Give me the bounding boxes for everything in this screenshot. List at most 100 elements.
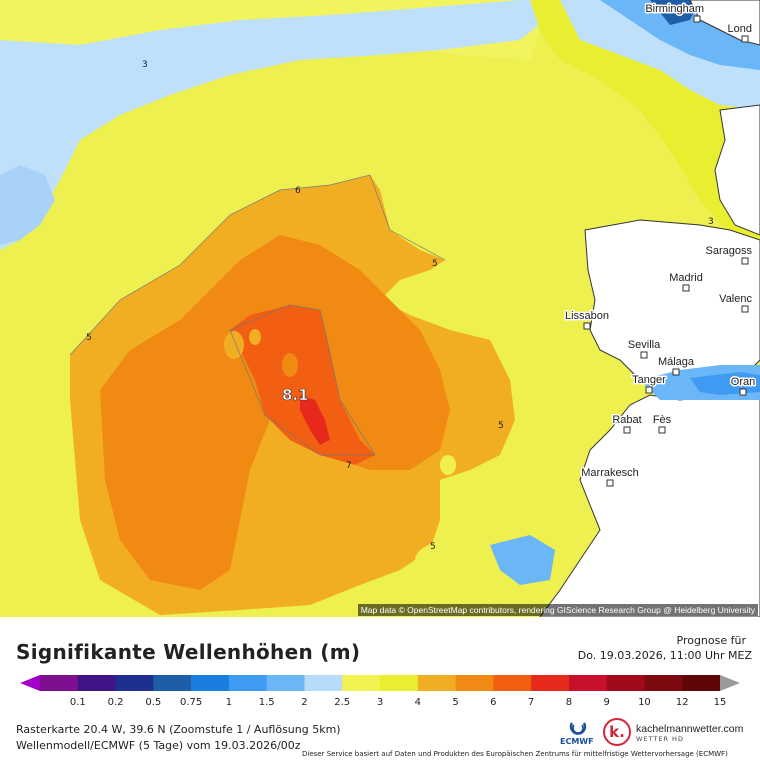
city-label: Tanger bbox=[632, 374, 666, 386]
city-fès: Fès bbox=[651, 413, 673, 434]
city-marker bbox=[741, 305, 749, 313]
ecmwf-disclaimer: Dieser Service basiert auf Daten und Pro… bbox=[302, 750, 728, 758]
colorbar-tick-label: 0.75 bbox=[179, 697, 203, 708]
city-marker bbox=[739, 388, 747, 396]
colorbar-segment bbox=[493, 675, 532, 691]
city-marrakesch: Marrakesch bbox=[580, 466, 640, 487]
land-france bbox=[714, 104, 760, 236]
city-marker bbox=[682, 284, 690, 292]
colorbar-tick-label: 0.5 bbox=[145, 697, 162, 708]
city-lond: Lond bbox=[726, 22, 754, 43]
colorbar-segment bbox=[153, 675, 192, 691]
colorbar-tick-label: 1 bbox=[225, 697, 233, 708]
city-label: Valenc bbox=[719, 293, 752, 305]
city-marker bbox=[623, 426, 631, 434]
colorbar-segment bbox=[568, 675, 608, 691]
colorbar-segment bbox=[682, 675, 721, 691]
colorbar-segment bbox=[455, 675, 494, 691]
colorbar-tick-label: 2.5 bbox=[334, 697, 351, 708]
sea-7m-zone bbox=[230, 305, 375, 465]
colorbar-tick-label: 4 bbox=[414, 697, 421, 708]
city-label: Fès bbox=[653, 414, 672, 426]
colorbar-tick-label: 1.5 bbox=[258, 697, 275, 708]
city-label: Birmingham bbox=[645, 3, 704, 15]
city-label: Rabat bbox=[612, 414, 641, 426]
colorbar-segment bbox=[115, 675, 154, 691]
colorbar-segment bbox=[531, 675, 570, 691]
legend-title: Signifikante Wellenhöhen (m) bbox=[16, 640, 361, 664]
city-tanger: Tanger bbox=[631, 373, 668, 394]
canary-island-shadow bbox=[415, 540, 495, 580]
sea-channel-deepest bbox=[650, 0, 700, 25]
contour-label: 3 bbox=[142, 60, 148, 70]
colorbar-tick-label: 7 bbox=[527, 697, 535, 708]
sea-canaries-shallow bbox=[490, 535, 555, 585]
madeira-island-shadow bbox=[440, 455, 456, 475]
map-raster-info: Rasterkarte 20.4 W, 39.6 N (Zoomstufe 1 … bbox=[16, 723, 341, 736]
city-marker bbox=[741, 35, 749, 43]
azores-island-shadow bbox=[249, 329, 261, 345]
colorbar-segment bbox=[191, 675, 230, 691]
colorbar-tick-label: 12 bbox=[675, 697, 689, 708]
colorbar-segment bbox=[342, 675, 381, 691]
colorbar-segment bbox=[606, 675, 645, 691]
sea-3m-band bbox=[0, 0, 545, 250]
city-label: Madrid bbox=[669, 272, 703, 284]
color-scale-bar bbox=[20, 675, 740, 691]
contour-line bbox=[229, 304, 376, 456]
city-lissabon: Lissabon bbox=[563, 309, 611, 330]
model-info: Wellenmodell/ECMWF (5 Tage) vom 19.03.20… bbox=[16, 739, 301, 752]
ecmwf-logo-icon bbox=[569, 722, 587, 735]
city-málaga: Málaga bbox=[656, 355, 696, 376]
contour-label: 5 bbox=[86, 333, 92, 343]
prognose-label: Prognose für bbox=[676, 634, 747, 647]
city-marker bbox=[640, 351, 648, 359]
kachelmann-brand-link[interactable]: kachelmannwetter.com bbox=[636, 723, 744, 735]
city-rabat: Rabat bbox=[611, 413, 643, 434]
contour-label: 3 bbox=[708, 217, 714, 227]
colorbar-tick-label: 6 bbox=[490, 697, 497, 708]
wave-height-map: Birmingham Lond Saragoss Madrid Valenc Lissab… bbox=[0, 0, 760, 617]
contour-label: 5 bbox=[432, 259, 438, 269]
contour-label: 5 bbox=[430, 542, 436, 552]
colorbar-segment bbox=[77, 675, 117, 691]
colorbar-tick-label: 8 bbox=[565, 697, 573, 708]
azores-island-shadow bbox=[224, 331, 244, 359]
city-marker bbox=[693, 15, 701, 23]
sea-8m-zone bbox=[300, 395, 330, 445]
city-madrid: Madrid bbox=[668, 271, 704, 292]
colorbar-segment bbox=[266, 675, 305, 691]
kachelmann-logo-icon[interactable]: k. bbox=[603, 718, 631, 746]
kachelmann-brand-sub: WETTER HD bbox=[636, 735, 684, 743]
city-marker bbox=[606, 479, 614, 487]
map-attribution: Map data © OpenStreetMap contributors, r… bbox=[357, 604, 758, 616]
city-label: Lissabon bbox=[565, 310, 609, 322]
contour-line bbox=[69, 174, 446, 356]
colorbar-tick-label: 15 bbox=[713, 697, 727, 708]
colorbar-max-arrow bbox=[720, 675, 740, 691]
color-scale-ticks: 0.1 0.2 0.5 0.75 1 1.5 2 2.5 3 4 5 6 7 8 9 10 12 15 bbox=[0, 697, 760, 711]
contour-label: 7 bbox=[346, 461, 352, 471]
city-label: Oran bbox=[731, 376, 755, 388]
prognose-date: Do. 19.03.2026, 11:00 Uhr MEZ bbox=[577, 649, 752, 662]
city-valenc: Valenc bbox=[718, 292, 754, 313]
city-birmingham: Birmingham bbox=[644, 2, 706, 23]
city-label: Marrakesch bbox=[581, 467, 638, 479]
city-sevilla: Sevilla bbox=[626, 338, 663, 359]
city-marker bbox=[645, 386, 653, 394]
city-saragoss: Saragoss bbox=[704, 244, 754, 265]
city-marker bbox=[741, 257, 749, 265]
kachelmann-logo-letter: k. bbox=[609, 723, 625, 741]
contour-label: 5 bbox=[498, 421, 504, 431]
colorbar-tick-label: 0.1 bbox=[69, 697, 86, 708]
azores-island-shadow bbox=[282, 353, 298, 377]
city-label: Saragoss bbox=[706, 245, 753, 257]
city-marker bbox=[583, 322, 591, 330]
colorbar-tick-label: 3 bbox=[376, 697, 384, 708]
colorbar-tick-label: 2 bbox=[301, 697, 308, 708]
colorbar-segment bbox=[304, 675, 343, 691]
colorbar-tick-label: 0.2 bbox=[107, 697, 124, 708]
colorbar-min-arrow bbox=[20, 675, 40, 691]
colorbar-segment bbox=[644, 675, 683, 691]
city-label: Sevilla bbox=[628, 339, 661, 351]
